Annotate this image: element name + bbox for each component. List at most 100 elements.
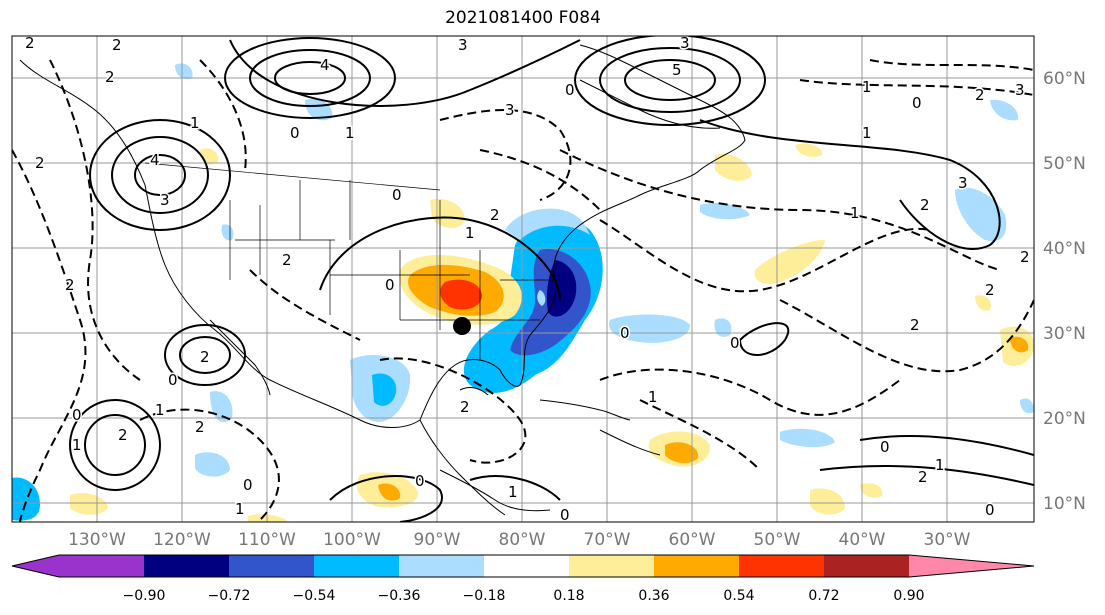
lat-tick-label: 10°N	[1043, 494, 1086, 514]
blob	[305, 98, 333, 121]
contour-label: 3	[505, 101, 515, 119]
contour-label: 1	[345, 124, 355, 142]
contour-label: 5	[672, 61, 682, 79]
blob	[665, 442, 699, 464]
colorbar-label: 0.90	[893, 588, 924, 604]
contour-label: 2	[490, 206, 500, 224]
contour-label: 0	[730, 334, 740, 352]
colorbar: −0.90 −0.72 −0.54 −0.36 −0.18 0.18 0.36 …	[11, 554, 1035, 604]
colorbar-swatch	[59, 555, 144, 577]
blob	[372, 373, 397, 406]
blob	[715, 153, 752, 182]
contour-label: 0	[620, 324, 630, 342]
colorbar-swatch	[399, 555, 484, 577]
negative-anomaly-light	[505, 208, 590, 240]
contour-label: 2	[460, 398, 470, 416]
latitude-axis: 60°N 50°N 40°N 30°N 20°N 10°N	[1043, 69, 1086, 514]
coastlines	[19, 44, 746, 516]
contour-label: 2	[200, 348, 210, 366]
blob	[70, 493, 108, 515]
colorbar-extend-max	[909, 555, 1034, 577]
colorbar-label: −0.54	[293, 588, 336, 604]
positive-anomaly-core	[440, 279, 482, 310]
blob	[378, 483, 401, 501]
colorbar-outline	[11, 554, 1035, 578]
contour-label: 1	[935, 456, 945, 474]
blob	[12, 477, 40, 521]
blob	[430, 198, 465, 229]
contour-value-labels: 2 2 2 1 4 3 0 1 3 5 0 1 2 3 2 4 3 0 1 2	[24, 34, 1032, 524]
blob	[810, 488, 845, 515]
lat-tick-label: 40°N	[1043, 239, 1086, 259]
lat-tick-label: 50°N	[1043, 154, 1086, 174]
lon-tick-label: 30°W	[924, 530, 971, 550]
lon-tick-label: 130°W	[68, 530, 126, 550]
colorbar-swatch	[824, 555, 909, 577]
contour-label: 0	[560, 506, 570, 524]
contour-label: 0	[912, 94, 922, 112]
colorbar-extend-min	[12, 555, 59, 577]
contour-label: 2	[195, 418, 205, 436]
colorbar-label: −0.36	[378, 588, 421, 604]
graticule	[12, 36, 1034, 522]
colorbar-label: −0.18	[463, 588, 506, 604]
location-marker	[453, 317, 471, 335]
lon-tick-label: 110°W	[238, 530, 296, 550]
blob	[860, 483, 883, 498]
contour-label: 0	[72, 406, 82, 424]
contour-label: 2	[975, 86, 985, 104]
contour-label: 2	[118, 426, 128, 444]
colorbar-swatch	[739, 555, 824, 577]
longitude-axis: 130°W 120°W 110°W 100°W 90°W 80°W 70°W 6…	[68, 530, 971, 550]
blob	[1020, 398, 1034, 414]
contour-label: 3	[160, 191, 170, 209]
blob	[175, 63, 193, 80]
contour-label: 1	[648, 388, 658, 406]
contour-label: 2	[1020, 248, 1030, 266]
contour-lines	[69, 36, 1034, 522]
contour-label: 0	[415, 472, 425, 490]
colorbar-label: −0.90	[123, 588, 166, 604]
colorbar-swatch	[654, 555, 739, 577]
colorbar-swatch	[144, 555, 229, 577]
blob	[1010, 336, 1029, 353]
blob	[714, 318, 732, 337]
colorbar-swatch	[569, 555, 654, 577]
colorbar-label: 0.54	[723, 588, 754, 604]
blob	[955, 187, 1007, 242]
blob	[195, 452, 230, 477]
colorbar-swatch	[314, 555, 399, 577]
contour-label: 2	[105, 68, 115, 86]
blob	[700, 203, 750, 220]
contour-label: 0	[565, 81, 575, 99]
contour-label: 1	[850, 204, 860, 222]
contour-label: 2	[25, 34, 35, 52]
lon-tick-label: 120°W	[153, 530, 211, 550]
lon-tick-label: 50°W	[754, 530, 801, 550]
contour-label: 1	[862, 78, 872, 96]
contour-label: 2	[112, 36, 122, 54]
colorbar-swatch	[229, 555, 314, 577]
lat-tick-label: 20°N	[1043, 409, 1086, 429]
contour-label: 0	[985, 501, 995, 519]
contour-label: 3	[458, 36, 468, 54]
blob	[248, 514, 288, 522]
contour-label: 0	[168, 371, 178, 389]
colorbar-labels: −0.90 −0.72 −0.54 −0.36 −0.18 0.18 0.36 …	[123, 588, 925, 604]
map-title: 2021081400 F084	[445, 8, 601, 28]
colorbar-label: 0.18	[553, 588, 584, 604]
map-frame	[11, 35, 1035, 523]
contour-label: 2	[920, 196, 930, 214]
lon-tick-label: 70°W	[584, 530, 631, 550]
state-borders	[144, 162, 560, 360]
lon-tick-label: 80°W	[499, 530, 546, 550]
lat-tick-label: 30°N	[1043, 324, 1086, 344]
contour-label: 3	[1015, 81, 1025, 99]
blob	[975, 295, 991, 311]
contour-label: 4	[320, 56, 330, 74]
colorbar-label: 0.72	[808, 588, 839, 604]
contour-label: 3	[958, 174, 968, 192]
contour-label: 2	[910, 316, 920, 334]
